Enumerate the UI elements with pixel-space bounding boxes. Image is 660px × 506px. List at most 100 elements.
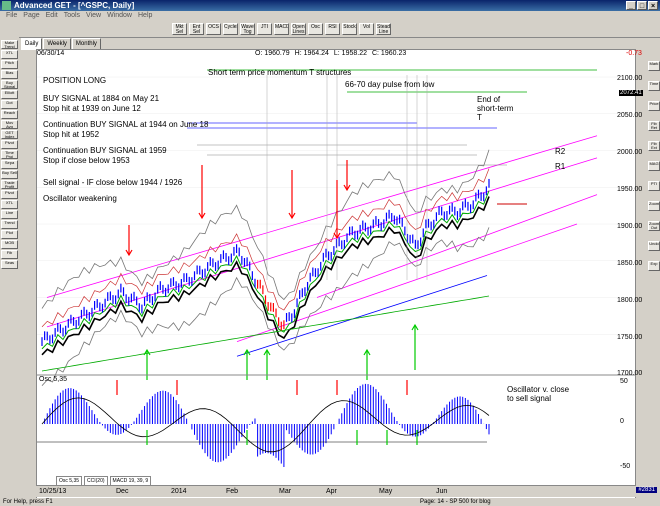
tab-monthly[interactable]: Monthly	[71, 38, 101, 50]
menu-item-tools[interactable]: Tools	[63, 12, 81, 19]
date-tick: May	[379, 488, 393, 495]
tool-button-16[interactable]: XTL	[1, 200, 18, 209]
right-tool-3[interactable]: Fib Ret	[648, 121, 660, 131]
annotation-osc: Oscillator weakening	[43, 194, 117, 203]
window-title: Advanced GET - [^GSPC, Daily]	[14, 1, 135, 10]
osc-tick: -50	[620, 463, 631, 470]
toolbar-button-12[interactable]: Steady Line	[376, 23, 391, 35]
price-chart[interactable]	[36, 49, 636, 499]
tab-weekly[interactable]: Weekly	[43, 38, 71, 50]
menu-item-help[interactable]: Help	[138, 12, 153, 19]
tool-button-4[interactable]: Buy Signal	[1, 80, 18, 89]
right-tool-8[interactable]: Zoom Out	[648, 221, 660, 231]
tool-button-6[interactable]: Dot	[1, 100, 18, 109]
annotation-sell: Sell signal - IF close below 1944 / 1926	[43, 178, 183, 187]
tool-button-9[interactable]: GET Index	[1, 130, 18, 139]
date-tick: 10/25/13	[39, 488, 67, 495]
toolbar-button-4[interactable]: Wave Tog	[240, 23, 255, 35]
osc-signal-line	[41, 397, 490, 453]
close-button[interactable]: ×	[648, 1, 658, 10]
toolbar-button-7[interactable]: Open Lines	[291, 23, 306, 35]
toolbar: Mkt Sel Ent Sel OCS Cycles Wave Tog JTI MACD Op…	[0, 21, 660, 38]
right-tool-6[interactable]: PTI	[648, 181, 660, 191]
menu-item-window[interactable]: Window	[107, 12, 132, 19]
menu-item-view[interactable]: View	[86, 12, 102, 19]
tool-button-2[interactable]: Pitch	[1, 60, 18, 69]
green-arrow-head	[263, 348, 271, 356]
toolbar-button-8[interactable]: Osc	[308, 23, 323, 35]
green-arrow-head	[363, 348, 371, 356]
tool-button-1[interactable]: XTL	[1, 50, 18, 59]
ticket-number: #2831	[636, 487, 657, 493]
annotation-stop1: Stop hit at 1939 on June 12	[43, 104, 141, 113]
channel-line	[236, 223, 578, 342]
right-tool-1[interactable]: Time	[648, 81, 660, 91]
menu-item-page[interactable]: Page	[23, 12, 40, 19]
right-tool-7[interactable]: Zoom	[648, 201, 660, 211]
osc-tick: 50	[620, 378, 628, 385]
annotation-stop3: Stop if close below 1953	[43, 156, 130, 165]
status-page: Page: 14 - SP 500 for blog	[420, 499, 491, 505]
tool-button-21[interactable]: Fib	[1, 250, 18, 259]
toolbar-button-5[interactable]: JTI	[257, 23, 272, 35]
tool-button-8[interactable]: Mov Avg	[1, 120, 18, 129]
toolbar-button-3[interactable]: Cycles	[223, 23, 238, 35]
tool-button-11[interactable]: Time Proj	[1, 150, 18, 159]
tool-button-14[interactable]: Trade Profit	[1, 180, 18, 189]
red-arrow-head	[333, 232, 341, 240]
tool-button-15[interactable]: Pivot	[1, 190, 18, 199]
status-help: For Help, press F1	[3, 499, 53, 505]
toolbar-button-11[interactable]: Vol	[359, 23, 374, 35]
maximize-button[interactable]: □	[637, 1, 647, 10]
right-tool-4[interactable]: Fib Ext	[648, 141, 660, 151]
annotation-short-term: Short term price momentum T structures	[208, 68, 352, 77]
red-arrow-head	[343, 184, 351, 192]
timeframe-tabs: Daily Weekly Monthly	[21, 38, 101, 50]
ma-black	[41, 196, 490, 356]
annotation-t: T	[477, 113, 482, 122]
change-value: -0.73	[626, 50, 642, 57]
price-tick: 1900.00	[617, 223, 643, 230]
toolbar-button-1[interactable]: Ent Sel	[189, 23, 204, 35]
ma-green	[41, 190, 490, 350]
toolbar-button-2[interactable]: OCS	[206, 23, 221, 35]
price-tick: 1950.00	[617, 186, 643, 193]
date-axis: 10/25/13 Dec 2014 Feb Mar Apr May Jun	[36, 485, 636, 497]
price-tick: 1850.00	[617, 260, 643, 267]
minimize-button[interactable]: _	[626, 1, 636, 10]
tool-button-18[interactable]: Trend	[1, 220, 18, 229]
tab-daily[interactable]: Daily	[21, 38, 43, 50]
right-tool-5[interactable]: MAG	[648, 161, 660, 171]
toolbar-button-10[interactable]: Stock	[342, 23, 357, 35]
left-tool-palette: Make Trend XTL Pitch Bias Buy Signal Elliott D…	[0, 37, 19, 269]
toolbar-button-0[interactable]: Mkt Sel	[172, 23, 187, 35]
tool-button-10[interactable]: Pivot	[1, 140, 18, 149]
date-tick: Dec	[116, 488, 129, 495]
tool-button-7[interactable]: Reach	[1, 110, 18, 119]
chart-canvas[interactable]	[37, 50, 635, 498]
tool-button-5[interactable]: Elliott	[1, 90, 18, 99]
tool-button-17[interactable]: Line	[1, 210, 18, 219]
right-tool-2[interactable]: Price	[648, 101, 660, 111]
tool-button-0[interactable]: Make Trend	[1, 40, 18, 49]
toolbar-button-9[interactable]: RSI	[325, 23, 340, 35]
toolbar-button-6[interactable]: MACD	[274, 23, 289, 35]
right-tool-0[interactable]: Mark	[648, 61, 660, 71]
right-tool-9[interactable]: Undo	[648, 241, 660, 251]
menu-bar: File Page Edit Tools View Window Help	[0, 11, 660, 21]
right-tool-10[interactable]: Exp	[648, 261, 660, 271]
osc-tick: 0	[620, 418, 624, 425]
tool-button-3[interactable]: Bias	[1, 70, 18, 79]
tool-button-22[interactable]: Seas	[1, 260, 18, 269]
annotation-position: POSITION LONG	[43, 76, 107, 85]
menu-item-edit[interactable]: Edit	[45, 12, 58, 19]
right-tool-palette: Mark Time Price Fib Ret Fib Ext MAG PTI Zoom Zoo…	[648, 49, 660, 311]
tool-button-12[interactable]: Sepa	[1, 160, 18, 169]
menu-item-file[interactable]: File	[6, 12, 18, 19]
price-tick: 1700.00	[617, 370, 643, 377]
tool-button-20[interactable]: MOB	[1, 240, 18, 249]
date-header: 06/30/14	[37, 50, 65, 57]
tool-button-19[interactable]: Plot	[1, 230, 18, 239]
lower-band	[41, 227, 490, 386]
tool-button-13[interactable]: Buy Sell	[1, 170, 18, 179]
